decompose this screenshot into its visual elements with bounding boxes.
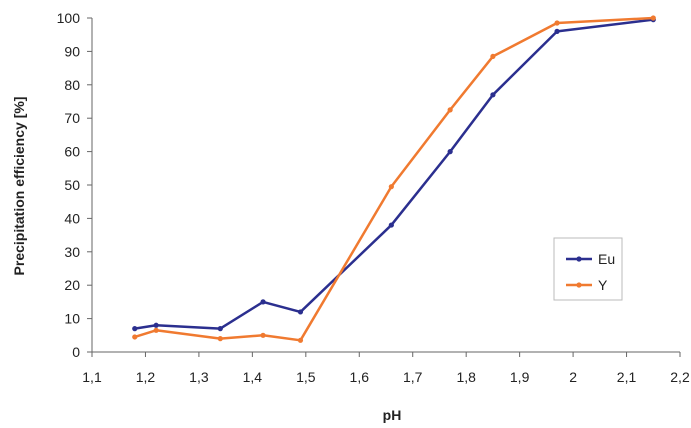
y-tick-label: 0 [72,344,80,360]
x-tick-label: 1,5 [296,369,316,385]
axes [92,18,680,352]
data-point-eu [132,326,137,331]
x-tick-label: 1,4 [243,369,263,385]
x-tick-label: 1,7 [403,369,423,385]
data-point-y [448,107,453,112]
y-tick-label: 60 [64,144,80,160]
y-tick-label: 10 [64,311,80,327]
y-tick-label: 30 [64,244,80,260]
legend-marker-y [576,282,581,287]
data-point-eu [389,222,394,227]
x-tick-label: 1,1 [82,369,102,385]
x-tick-label: 1,3 [189,369,209,385]
data-point-eu [490,92,495,97]
data-point-eu [260,299,265,304]
data-point-y [154,328,159,333]
x-tick-label: 1,2 [136,369,156,385]
legend-label-eu: Eu [598,251,615,267]
data-point-y [651,15,656,20]
data-point-eu [448,149,453,154]
y-tick-label: 20 [64,277,80,293]
ticks: 1,1 1,2 1,3 1,4 1,5 1,6 1,7 1,8 1,9 2 2,1 2,2 0 10 20 3… [57,10,690,385]
legend: Eu Y [554,238,622,300]
x-axis-title: pH [383,407,402,423]
data-point-y [298,338,303,343]
y-axis-title: Precipitation efficiency [%] [11,97,27,276]
data-point-y [218,336,223,341]
x-tick-label: 1,9 [510,369,530,385]
x-tick-label: 2,1 [617,369,637,385]
y-tick-label: 80 [64,77,80,93]
y-tick-label: 50 [64,177,80,193]
y-tick-label: 40 [64,210,80,226]
legend-label-y: Y [598,277,608,293]
data-point-y [260,333,265,338]
y-tick-label: 70 [64,110,80,126]
data-point-y [132,334,137,339]
x-tick-label: 1,8 [456,369,476,385]
data-point-y [389,184,394,189]
y-tick-label: 100 [57,10,81,26]
data-point-y [490,54,495,59]
x-tick-label: 2,2 [670,369,690,385]
x-tick-label: 2 [569,369,577,385]
data-point-eu [554,29,559,34]
data-point-y [554,20,559,25]
data-point-eu [298,309,303,314]
legend-marker-eu [576,256,581,261]
y-tick-label: 90 [64,43,80,59]
data-point-eu [154,323,159,328]
legend-box [554,238,622,300]
data-point-eu [218,326,223,331]
x-tick-label: 1,6 [350,369,370,385]
